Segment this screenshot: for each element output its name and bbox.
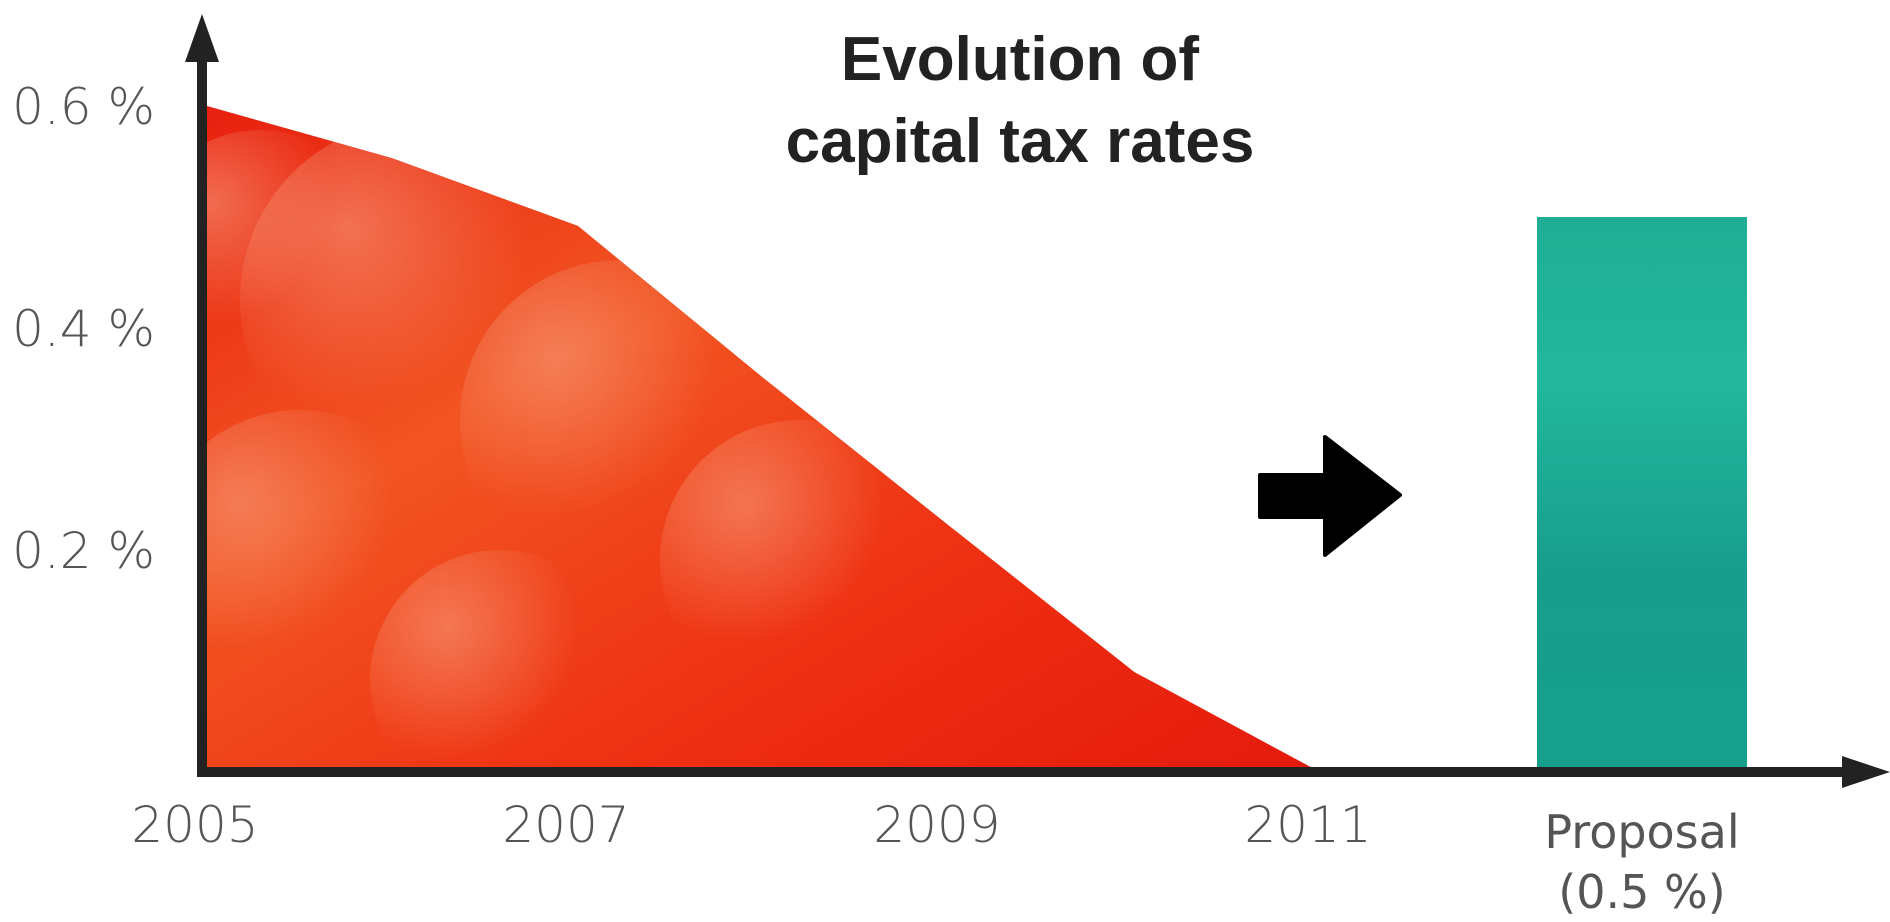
area-texture	[207, 120, 940, 772]
chart-title: Evolution of capital tax rates	[786, 25, 1255, 176]
y-tick-label: 0.4 %	[12, 300, 155, 358]
chart-title-line-2: capital tax rates	[786, 107, 1255, 176]
y-axis-arrowhead	[185, 14, 219, 62]
x-tick-label: 2005	[131, 796, 258, 854]
x-tick-label: 2011	[1244, 796, 1371, 854]
x-axis-arrowhead	[1842, 756, 1890, 788]
proposal-label: Proposal	[1544, 805, 1739, 859]
x-axis-tick-labels: 2005 2007 2009 2011	[131, 796, 1371, 854]
x-tick-label: 2009	[873, 796, 1000, 854]
y-axis-tick-labels: 0.2 % 0.4 % 0.6 %	[12, 78, 155, 580]
chart-title-line-1: Evolution of	[841, 25, 1200, 94]
axes	[185, 14, 1890, 788]
right-arrow-icon	[1258, 435, 1402, 557]
x-tick-label: 2007	[502, 796, 629, 854]
area-series	[207, 106, 1320, 772]
proposal-bar	[1537, 217, 1747, 772]
y-tick-label: 0.2 %	[12, 522, 155, 580]
y-tick-label: 0.6 %	[12, 78, 155, 136]
proposal-value-label: (0.5 %)	[1558, 865, 1725, 919]
proposal-group: Proposal (0.5 %)	[1537, 217, 1747, 919]
